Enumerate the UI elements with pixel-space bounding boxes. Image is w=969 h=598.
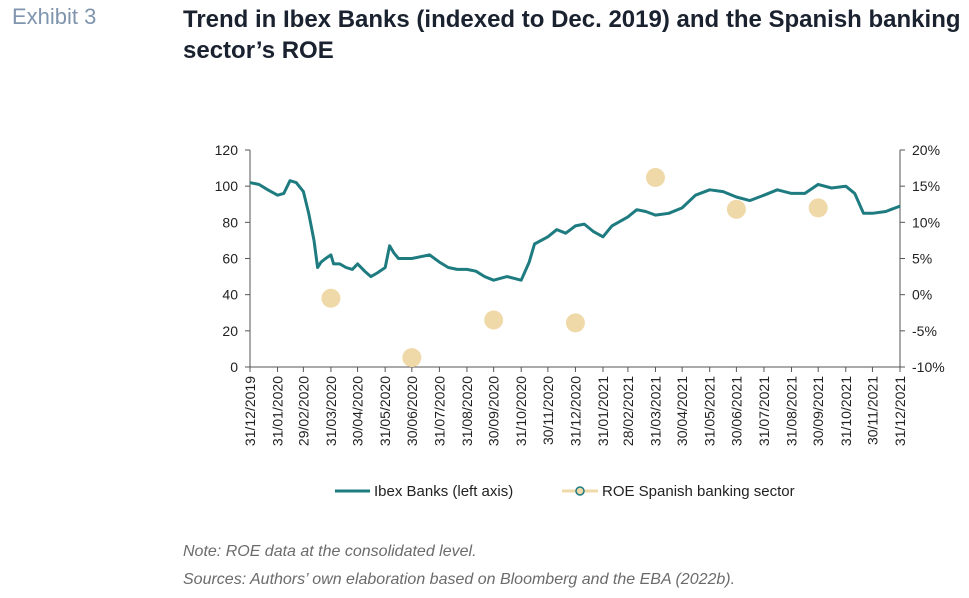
- y-right-tick-label: 15%: [912, 178, 940, 194]
- x-tick-label: 31/10/2020: [513, 376, 529, 446]
- x-tick-label: 31/01/2020: [270, 376, 286, 446]
- roe-point: [321, 288, 341, 308]
- roe-dots: [321, 167, 828, 368]
- sources-text: Sources: Authors’ own elaboration based …: [183, 571, 736, 588]
- note-text: Note: ROE data at the consolidated level…: [183, 543, 477, 560]
- x-tick-label: 31/01/2021: [595, 376, 611, 446]
- x-tick-label: 31/07/2021: [756, 376, 772, 446]
- y-left-tick-label: 40: [222, 287, 238, 303]
- y-right-tick-label: 0%: [912, 287, 932, 303]
- roe-point: [808, 198, 828, 218]
- y-left-tick-label: 100: [215, 178, 239, 194]
- x-tick-label: 31/08/2021: [784, 376, 800, 446]
- roe-point: [402, 348, 422, 368]
- legend: Ibex Banks (left axis) ROE Spanish bankin…: [335, 483, 795, 500]
- x-tick-label: 30/04/2021: [674, 376, 690, 446]
- x-tick-label: 29/02/2020: [295, 376, 311, 446]
- tick-labels: 0 20 40 60 80 100 120 -10% -5% 0% 5% 10% 15% 20% 31/12…: [215, 142, 945, 446]
- y-left-tick-label: 60: [222, 251, 238, 267]
- x-tick-label: 31/12/2019: [242, 376, 258, 446]
- y-right-tick-label: -10%: [912, 359, 945, 375]
- legend-label-roe: ROE Spanish banking sector: [602, 483, 795, 500]
- x-tick-label: 28/02/2021: [620, 376, 636, 446]
- x-tick-label: 30/06/2021: [728, 376, 744, 446]
- axes: [245, 149, 905, 372]
- y-left-tick-label: 80: [222, 214, 238, 230]
- x-tick-label: 30/06/2020: [404, 376, 420, 446]
- y-right-tick-label: 20%: [912, 142, 940, 158]
- x-tick-label: 30/04/2020: [350, 376, 366, 446]
- y-right-tick-label: -5%: [912, 323, 937, 339]
- x-tick-label: 31/05/2021: [702, 376, 718, 446]
- legend-label-ibex: Ibex Banks (left axis): [374, 483, 513, 500]
- x-tick-label: 31/12/2020: [567, 376, 583, 446]
- x-tick-label: 31/03/2020: [323, 376, 339, 446]
- roe-point: [645, 167, 665, 187]
- exhibit-label: Exhibit 3: [12, 4, 97, 29]
- x-tick-label: 30/09/2020: [486, 376, 502, 446]
- x-tick-label: 31/08/2020: [459, 376, 475, 446]
- y-left-tick-label: 20: [222, 323, 238, 339]
- x-tick-label: 31/03/2021: [647, 376, 663, 446]
- y-left-tick-label: 120: [215, 142, 239, 158]
- y-right-tick-label: 5%: [912, 251, 932, 267]
- roe-point: [565, 313, 585, 333]
- x-tick-label: 30/09/2021: [810, 376, 826, 446]
- chart-title: Trend in Ibex Banks (indexed to Dec. 201…: [183, 6, 961, 64]
- legend-swatch-roe-dot: [575, 486, 585, 496]
- y-left-tick-label: 0: [230, 359, 238, 375]
- series-line-ibex-banks: [249, 179, 901, 282]
- x-tick-label: 31/07/2020: [431, 376, 447, 446]
- x-tick-label: 30/11/2020: [540, 376, 556, 445]
- x-tick-label: 31/05/2020: [377, 376, 393, 446]
- x-tick-label: 31/10/2021: [838, 376, 854, 446]
- roe-point: [484, 310, 504, 330]
- x-tick-label: 30/11/2021: [864, 376, 880, 445]
- x-tick-label: 31/12/2021: [892, 376, 908, 446]
- roe-point: [726, 199, 746, 219]
- y-right-tick-label: 10%: [912, 214, 940, 230]
